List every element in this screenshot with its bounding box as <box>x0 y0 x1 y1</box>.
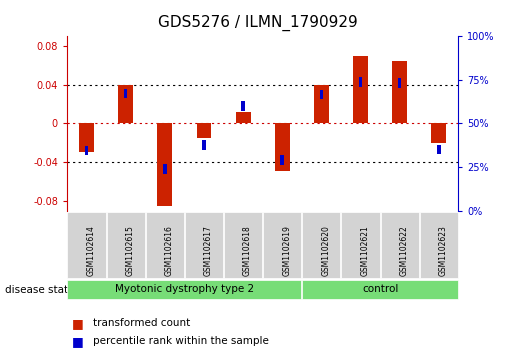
Text: ■: ■ <box>72 335 84 348</box>
Bar <box>275 123 289 171</box>
Text: GSM1102615: GSM1102615 <box>126 225 134 276</box>
Bar <box>432 123 446 143</box>
Bar <box>392 61 407 123</box>
Text: GSM1102616: GSM1102616 <box>165 225 174 276</box>
Text: disease state ▶: disease state ▶ <box>5 285 86 294</box>
Text: GSM1102621: GSM1102621 <box>360 225 369 276</box>
Bar <box>359 77 362 87</box>
Text: ■: ■ <box>72 317 84 330</box>
Bar <box>314 85 329 123</box>
Bar <box>398 78 401 87</box>
Text: GSM1102614: GSM1102614 <box>87 225 95 276</box>
Bar <box>79 123 94 152</box>
Text: GSM1102618: GSM1102618 <box>243 225 252 276</box>
Bar <box>118 85 133 123</box>
Bar <box>236 112 250 123</box>
Text: control: control <box>362 285 398 294</box>
Bar <box>85 146 88 155</box>
Text: GSM1102619: GSM1102619 <box>282 225 291 276</box>
Bar <box>353 56 368 123</box>
Text: GSM1102617: GSM1102617 <box>204 225 213 276</box>
Text: GSM1102622: GSM1102622 <box>400 225 408 276</box>
Bar <box>242 101 245 111</box>
Bar <box>124 89 127 98</box>
Bar <box>281 155 284 165</box>
Bar <box>197 123 211 138</box>
Text: GSM1102620: GSM1102620 <box>321 225 330 276</box>
Bar <box>320 90 323 99</box>
Text: Myotonic dystrophy type 2: Myotonic dystrophy type 2 <box>115 285 254 294</box>
Bar <box>158 123 172 206</box>
Text: GDS5276 / ILMN_1790929: GDS5276 / ILMN_1790929 <box>158 15 357 31</box>
Text: transformed count: transformed count <box>93 318 190 328</box>
Text: GSM1102623: GSM1102623 <box>439 225 448 276</box>
Bar <box>202 140 205 150</box>
Bar <box>163 164 166 174</box>
Bar <box>437 145 440 154</box>
Text: percentile rank within the sample: percentile rank within the sample <box>93 336 269 346</box>
